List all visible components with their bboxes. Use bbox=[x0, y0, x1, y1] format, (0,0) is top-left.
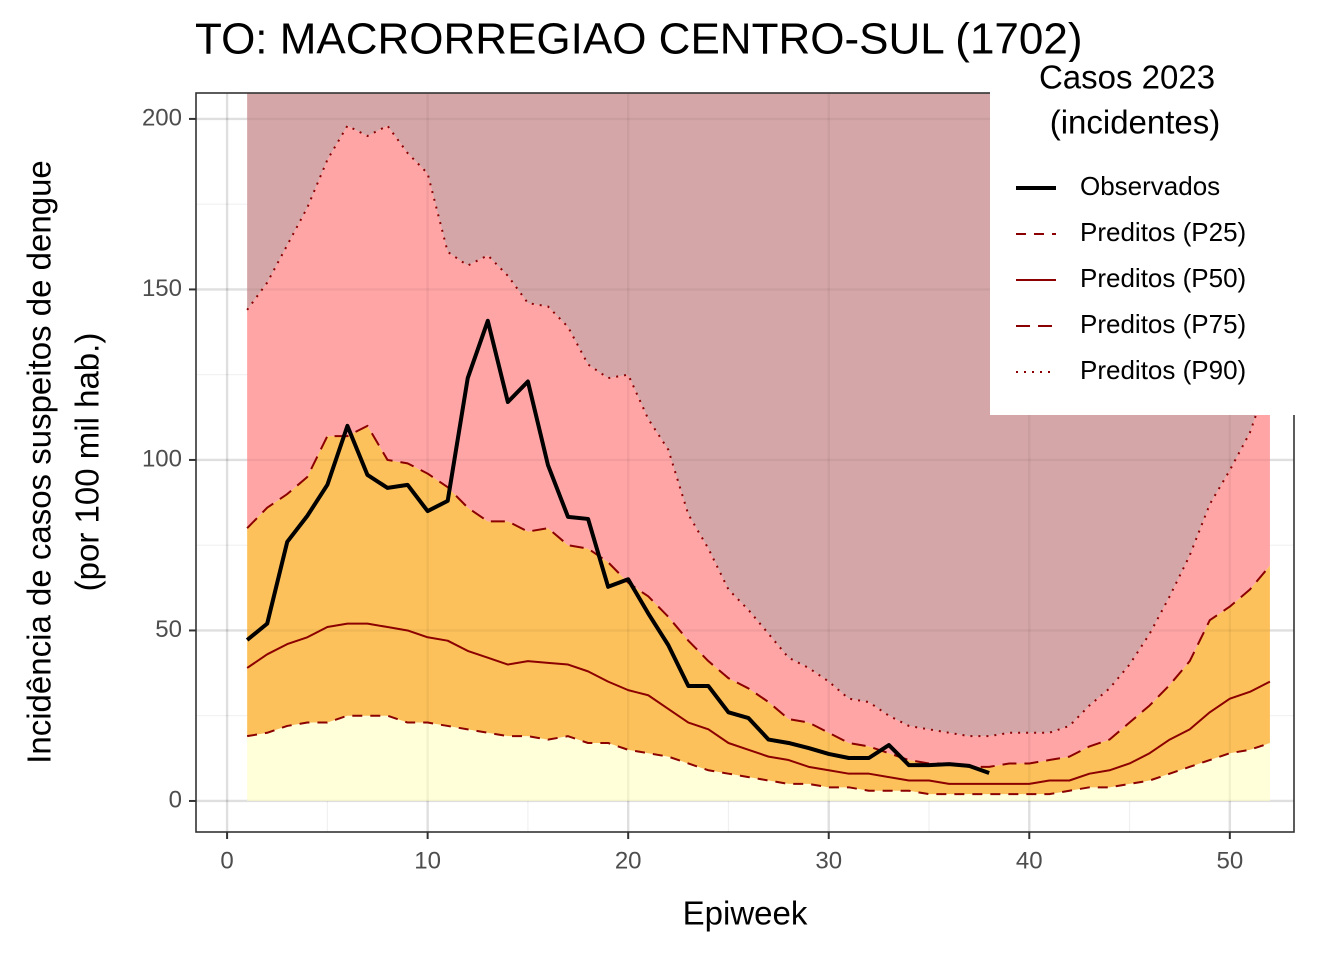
legend-label: Preditos (P50) bbox=[1080, 263, 1246, 293]
y-axis-label-line: (por 100 mil hab.) bbox=[69, 333, 106, 592]
x-tick-label: 40 bbox=[1016, 847, 1043, 874]
series-line bbox=[246, 622, 1271, 785]
y-axis-label-line: Incidência de casos suspeitos de dengue bbox=[21, 160, 58, 764]
y-tick-label: 50 bbox=[155, 616, 182, 643]
x-tick-label: 30 bbox=[815, 847, 842, 874]
chart-title: TO: MACRORREGIAO CENTRO-SUL (1702) bbox=[195, 15, 1082, 64]
y-tick-label: 150 bbox=[142, 275, 182, 302]
y-tick-label: 100 bbox=[142, 445, 182, 472]
x-axis-label: Epiweek bbox=[683, 895, 808, 932]
x-tick-label: 10 bbox=[414, 847, 441, 874]
legend-label: Preditos (P90) bbox=[1080, 355, 1246, 385]
legend-label: Observados bbox=[1080, 171, 1220, 201]
series-line bbox=[246, 714, 1271, 796]
x-tick-label: 50 bbox=[1216, 847, 1243, 874]
band bbox=[247, 715, 1270, 801]
band bbox=[247, 125, 1270, 767]
legend: Casos 2023 (incidentes) Observados Preditos… bbox=[990, 59, 1300, 415]
y-axis-label: Incidência de casos suspeitos de dengue … bbox=[21, 160, 106, 764]
legend-title: (incidentes) bbox=[1050, 104, 1221, 141]
x-tick-label: 0 bbox=[220, 847, 233, 874]
y-tick-label: 0 bbox=[169, 786, 182, 813]
legend-title: Casos 2023 bbox=[1039, 59, 1215, 96]
legend-label: Preditos (P75) bbox=[1080, 309, 1246, 339]
legend-box bbox=[990, 62, 1300, 415]
series-line bbox=[245, 318, 990, 775]
x-tick-label: 20 bbox=[615, 847, 642, 874]
band bbox=[247, 425, 1270, 795]
plot-border bbox=[195, 92, 1295, 833]
series-line bbox=[246, 424, 1271, 768]
y-tick-label: 200 bbox=[142, 104, 182, 131]
legend-label: Preditos (P25) bbox=[1080, 217, 1246, 247]
